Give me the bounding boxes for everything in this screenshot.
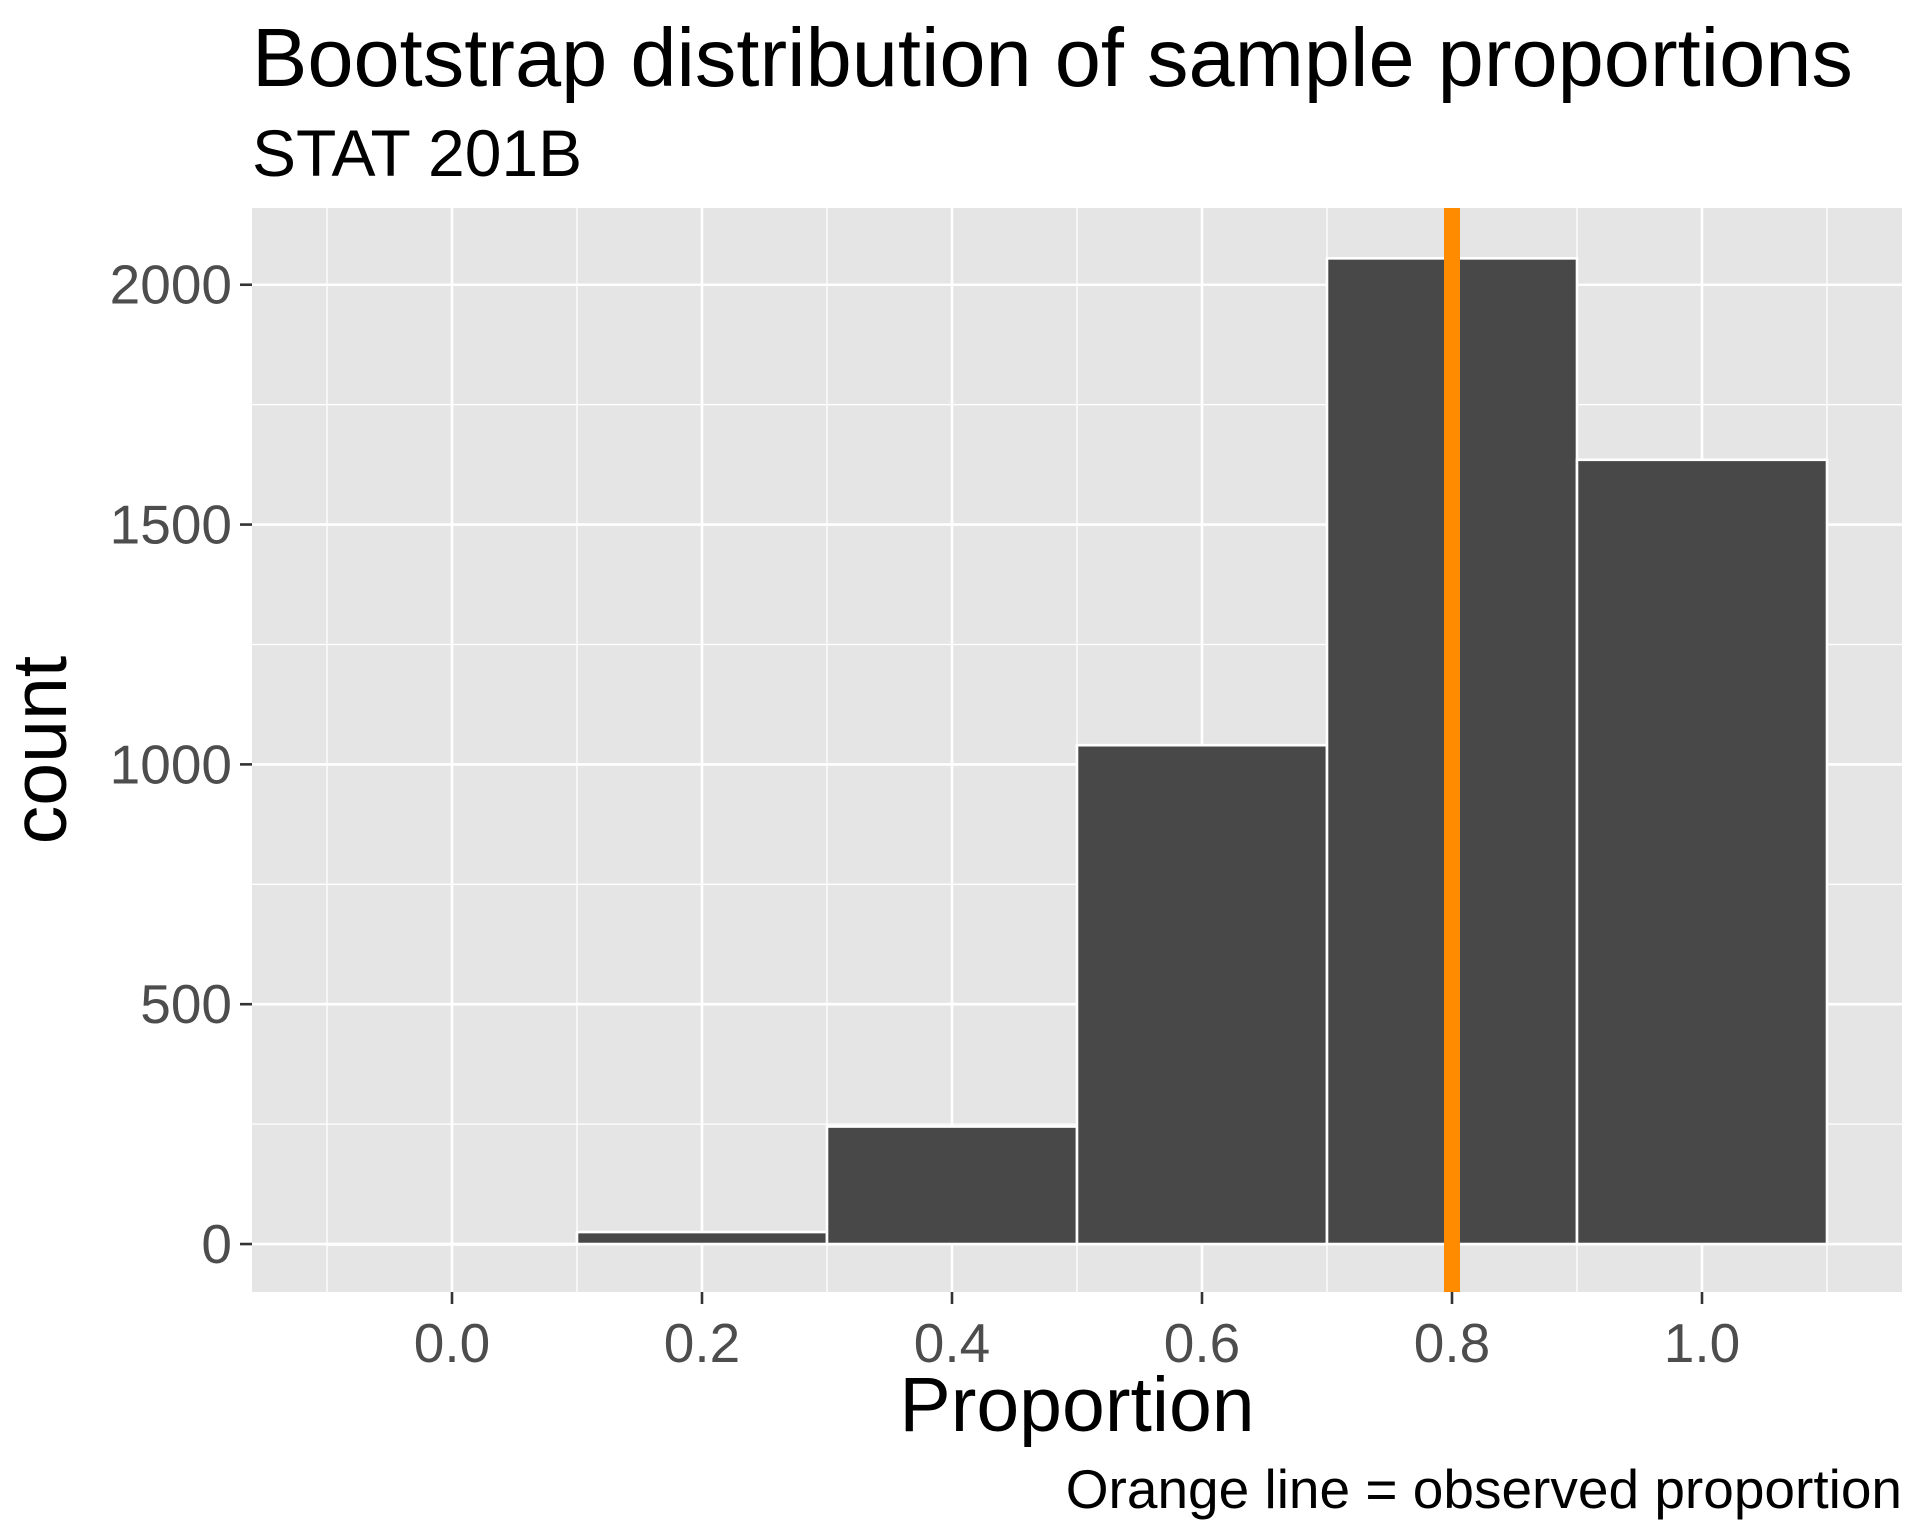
histogram-bar xyxy=(1575,458,1829,1246)
chart-caption: Orange line = observed proportion xyxy=(1066,1458,1902,1520)
histogram-bar xyxy=(825,1125,1079,1246)
chart-title: Bootstrap distribution of sample proport… xyxy=(252,11,1853,104)
y-axis-tick-labels: 0 500 1000 1500 2000 xyxy=(110,254,232,1275)
x-tick-label: 0.2 xyxy=(664,1312,740,1374)
histogram-bar xyxy=(1075,743,1329,1246)
x-tick-label: 0.6 xyxy=(1164,1312,1240,1374)
x-axis-title: Proportion xyxy=(899,1362,1254,1448)
y-tick-label: 1500 xyxy=(110,494,232,556)
y-tick-label: 0 xyxy=(201,1213,232,1275)
y-axis-title: count xyxy=(0,656,83,844)
axis-tick-marks xyxy=(240,283,1704,1304)
y-tick-label: 1000 xyxy=(110,733,232,795)
x-tick-label: 1.0 xyxy=(1664,1312,1740,1374)
x-tick-label: 0.4 xyxy=(914,1312,990,1374)
y-tick-label: 2000 xyxy=(110,254,232,316)
x-tick-label: 0.8 xyxy=(1414,1312,1490,1374)
chart-subtitle: STAT 201B xyxy=(252,116,582,190)
x-axis-tick-labels: 0.0 0.2 0.4 0.6 0.8 1.0 xyxy=(414,1312,1740,1374)
histogram-bar xyxy=(325,1242,579,1246)
x-tick-label: 0.0 xyxy=(414,1312,490,1374)
y-tick-label: 500 xyxy=(140,973,232,1035)
histogram-bar xyxy=(575,1230,829,1246)
